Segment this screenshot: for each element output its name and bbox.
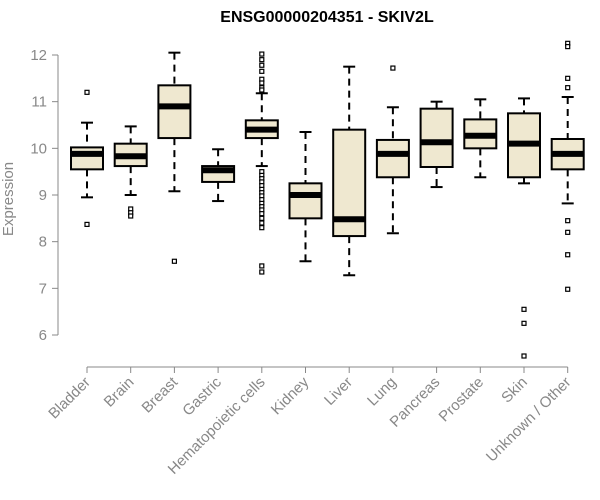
box-group-unknown-other (550, 40, 585, 292)
outlier-skin-1 (521, 320, 527, 326)
outlier-skin-2 (521, 353, 527, 359)
box-group-prostate (463, 98, 498, 179)
x-tick-label-brain: Brain (101, 374, 138, 411)
outlier-unknown-other-7 (565, 286, 571, 292)
outlier-unknown-other-6 (565, 252, 571, 258)
outlier-unknown-other-4 (565, 218, 571, 224)
outlier-hematopoietic-cells-20 (259, 211, 265, 217)
y-tick-label-7: 7 (39, 280, 47, 297)
box-group-skin (507, 97, 541, 359)
outlier-hematopoietic-cells-22 (259, 220, 265, 226)
box-breast (157, 84, 192, 140)
outlier-lung-0 (390, 65, 396, 71)
box-group-bladder (70, 89, 104, 227)
box-group-breast (157, 51, 192, 264)
y-axis: 6 7 8 9 10 11 12 (30, 47, 59, 344)
chart-title: ENSG00000204351 - SKIV2L (220, 9, 434, 26)
y-tick-label-6: 6 (39, 327, 47, 344)
outlier-unknown-other-5 (565, 229, 571, 235)
outlier-bladder-0 (84, 89, 90, 95)
x-tick-label-lung: Lung (364, 374, 400, 410)
outlier-hematopoietic-cells-3 (259, 68, 265, 74)
box-bladder (70, 146, 104, 171)
outlier-brain-2 (128, 213, 134, 219)
outlier-hematopoietic-cells-5 (259, 80, 265, 86)
outlier-hematopoietic-cells-23 (259, 225, 265, 231)
box-group-gastric (201, 148, 236, 203)
outlier-hematopoietic-cells-24 (259, 263, 265, 269)
outlier-skin-0 (521, 306, 527, 312)
box-group-lung (375, 65, 410, 235)
outlier-unknown-other-3 (565, 85, 571, 91)
y-tick-label-8: 8 (39, 234, 47, 251)
x-tick-label-breast: Breast (139, 373, 182, 416)
outlier-hematopoietic-cells-1 (259, 57, 265, 63)
x-tick-label-liver: Liver (321, 374, 356, 409)
y-axis-label: Expression (0, 162, 17, 236)
x-tick-label-bladder: Bladder (45, 374, 94, 423)
outlier-unknown-other-1 (565, 43, 571, 50)
x-tick-label-skin: Skin (498, 374, 531, 407)
x-tick-label-kidney: Kidney (268, 373, 313, 418)
y-tick-label-11: 11 (31, 94, 47, 111)
box-lung (375, 138, 410, 179)
outlier-breast-0 (171, 258, 177, 264)
outlier-hematopoietic-cells-0 (259, 51, 265, 57)
outlier-hematopoietic-cells-7 (259, 87, 265, 93)
box-group-pancreas (419, 100, 454, 189)
box-group-kidney (288, 131, 323, 263)
outlier-hematopoietic-cells-2 (259, 62, 265, 68)
y-tick-label-12: 12 (30, 47, 47, 64)
outlier-hematopoietic-cells-21 (259, 215, 265, 221)
box-group-hematopoietic-cells (244, 51, 279, 275)
y-tick-label-9: 9 (39, 187, 47, 204)
boxes-group (70, 40, 585, 359)
outlier-bladder-1 (84, 221, 90, 227)
box-group-liver (332, 65, 367, 277)
outlier-unknown-other-2 (565, 75, 571, 81)
box-pancreas (419, 107, 454, 168)
outlier-hematopoietic-cells-25 (259, 269, 265, 275)
box-group-brain (113, 125, 148, 219)
box-kidney (288, 182, 323, 220)
y-tick-label-10: 10 (30, 140, 47, 157)
x-tick-label-prostate: Prostate (436, 374, 488, 426)
